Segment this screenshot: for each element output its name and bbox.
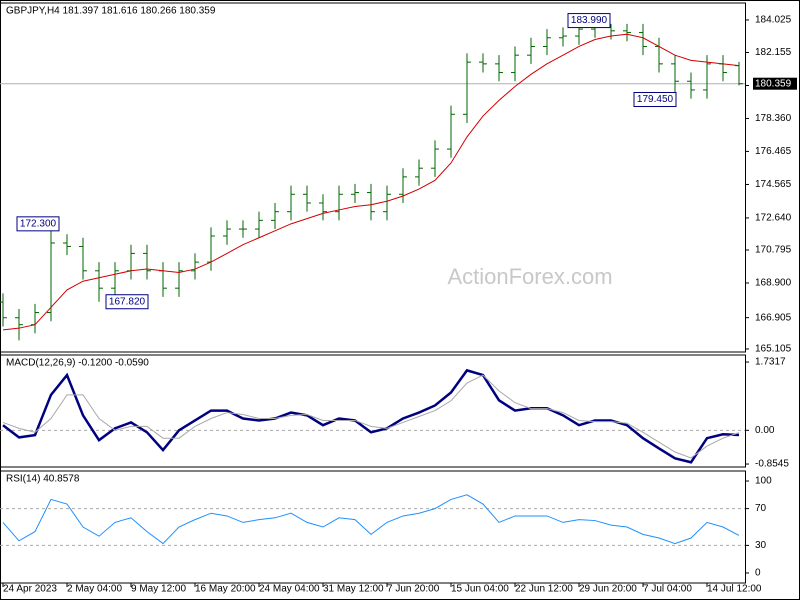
x-tick-label: 24 May 04:00 [259,584,320,595]
y-tick-label: 174.565 [755,179,792,190]
x-tick-label: 9 May 12:00 [131,584,186,595]
y-tick-label: 100 [755,476,772,487]
y-tick-label: 0 [755,568,761,579]
series-line [2,374,740,459]
price-annotation-box [633,92,677,108]
panel-title: MACD(12,26,9) -0.1200 -0.0590 [6,358,149,369]
price-annotation: 179.450 [637,94,674,105]
panel-title: GBPJPY,H4 181.397 181.616 180.266 180.35… [6,6,216,17]
series-line [2,494,740,545]
y-tick-label: 182.155 [755,47,792,58]
price-annotation-box [105,294,149,310]
y-tick-label: 184.025 [755,15,792,26]
y-tick-label: 165.105 [755,344,792,355]
last-price-box [753,77,797,90]
price-annotation-box [567,13,611,29]
x-tick-label: 15 Jun 04:00 [451,584,509,595]
y-tick-label: 172.640 [755,213,792,224]
y-tick-label: 30 [755,540,767,551]
y-tick-label: 1.7317 [755,357,786,368]
x-tick-label: 29 Jun 20:00 [579,584,637,595]
x-tick-label: 7 Jun 20:00 [387,584,440,595]
y-tick-label: 166.905 [755,312,792,323]
x-tick-label: 2 May 04:00 [67,584,122,595]
x-tick-label: 7 Jul 04:00 [643,584,692,595]
y-tick-label: 168.900 [755,278,792,289]
last-price-label: 180.359 [755,78,792,89]
x-tick-label: 14 Jul 12:00 [707,584,762,595]
price-annotation: 183.990 [571,15,608,26]
price-annotation-box [16,216,60,232]
watermark: ActionForex.com [447,264,612,289]
x-tick-label: 22 Jun 12:00 [515,584,573,595]
x-tick-label: 16 May 20:00 [195,584,256,595]
panel [0,470,746,584]
y-tick-label: -0.8545 [755,459,789,470]
y-tick-label: 176.465 [755,146,792,157]
y-tick-label: 0.00 [755,425,775,436]
y-tick-label: 70 [755,503,767,514]
price-annotation: 172.300 [20,218,57,229]
y-tick-label: 170.795 [755,245,792,256]
panel-title: RSI(14) 40.8578 [6,474,80,485]
price-annotation: 167.820 [109,296,146,307]
series-line [2,33,740,331]
panel [0,2,746,353]
y-tick-label: 178.360 [755,113,792,124]
x-tick-label: 24 Apr 2023 [3,584,57,595]
panel [0,354,746,468]
x-tick-label: 31 May 12:00 [323,584,384,595]
